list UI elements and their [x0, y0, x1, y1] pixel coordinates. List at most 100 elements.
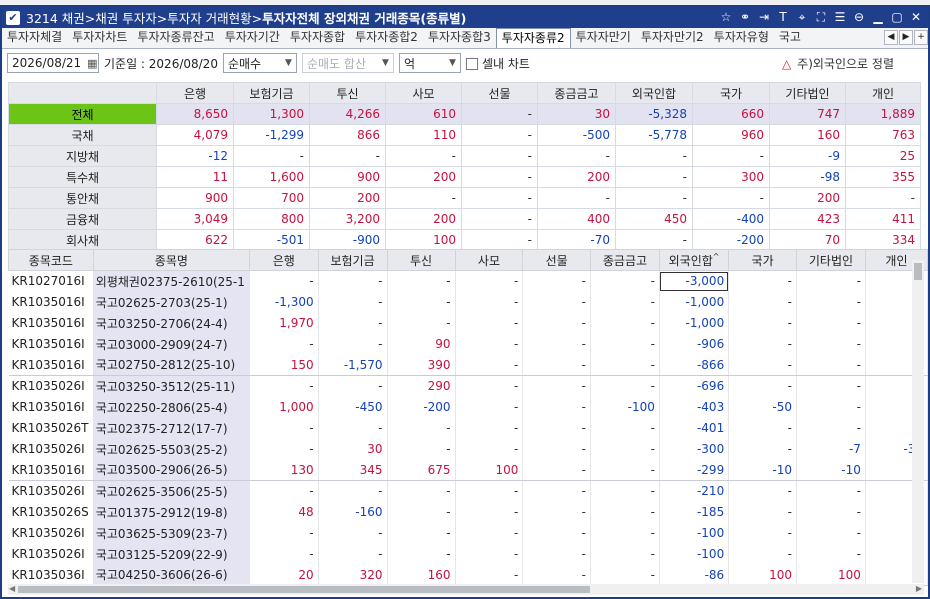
detail-cell[interactable]: - — [387, 480, 456, 502]
summary-cell[interactable]: - — [385, 187, 462, 209]
detail-cell[interactable]: -300 — [659, 438, 730, 460]
summary-row[interactable]: 금융채 3,049 800 3,200 200-400 450 -400 423 411 — [8, 208, 921, 230]
detail-cell[interactable]: - — [796, 417, 866, 439]
detail-cell[interactable]: -1,570 — [318, 354, 388, 376]
summary-cell[interactable]: -501 — [233, 229, 310, 251]
detail-cell[interactable]: 160 — [387, 564, 456, 586]
detail-cell[interactable]: 30 — [318, 438, 388, 460]
detail-cell[interactable]: -10 — [728, 459, 797, 481]
detail-cell[interactable]: 150 — [249, 354, 319, 376]
bond-code[interactable]: KR1035016I — [8, 333, 94, 355]
detail-cell[interactable]: 675 — [387, 459, 456, 481]
detail-cell[interactable]: - — [728, 354, 797, 376]
summary-cell[interactable]: 200 — [309, 187, 386, 209]
bond-name[interactable]: 국고03250-2706(24-4) — [93, 312, 250, 334]
summary-col-header[interactable]: 종금금고 — [537, 82, 616, 104]
summary-cell[interactable]: 900 — [156, 187, 234, 209]
tab-11[interactable]: 투자자유형 — [713, 30, 769, 44]
summary-col-header[interactable]: 국가 — [692, 82, 770, 104]
bond-code[interactable]: KR1035026I — [8, 375, 94, 397]
summary-cell[interactable]: - — [461, 229, 538, 251]
summary-cell[interactable]: - — [537, 145, 616, 167]
trade-type-select[interactable]: 순매수 ▼ — [222, 53, 297, 73]
summary-cell[interactable]: -5,778 — [615, 124, 693, 146]
summary-col-header[interactable]: 기타법인 — [769, 82, 846, 104]
bond-name[interactable]: 국고02750-2812(25-10) — [93, 354, 250, 376]
bond-name[interactable]: 국고02625-3506(25-5) — [93, 480, 250, 502]
tab-3[interactable]: 투자자종류잔고 — [137, 30, 215, 44]
detail-row[interactable]: KR1035026I 국고03125-5209(22-9) - - - - - - -100- -… — [8, 543, 929, 565]
detail-row[interactable]: KR1035026S 국고01375-2912(19-8) 48 -160- - - - -1… — [8, 501, 929, 523]
summary-cell[interactable]: - — [309, 145, 386, 167]
bond-code[interactable]: KR1035026I — [8, 543, 94, 565]
detail-cell[interactable]: - — [522, 564, 591, 586]
detail-col-header[interactable]: 선물 — [522, 249, 591, 271]
summary-cell[interactable]: 25 — [845, 145, 921, 167]
detail-col-header[interactable]: 종목코드 — [8, 249, 94, 271]
detail-cell[interactable]: - — [522, 270, 591, 292]
summary-cell[interactable]: 3,200 — [309, 208, 386, 230]
detail-cell[interactable]: 290 — [387, 375, 456, 397]
tab-8[interactable]: 투자자종류2 — [495, 28, 571, 48]
bond-code[interactable]: KR1035036I — [8, 564, 94, 586]
detail-cell[interactable]: -100 — [590, 396, 660, 418]
summary-cell[interactable]: - — [461, 187, 538, 209]
detail-cell[interactable]: - — [455, 375, 524, 397]
summary-cell[interactable]: 450 — [615, 208, 693, 230]
detail-cell[interactable]: -401 — [659, 417, 730, 439]
detail-cell[interactable]: - — [249, 438, 319, 460]
detail-cell[interactable]: - — [455, 438, 524, 460]
minimize-icon[interactable]: ▁ — [873, 10, 883, 24]
summary-cell[interactable]: 610 — [385, 103, 462, 125]
detail-cell[interactable]: - — [522, 291, 591, 313]
detail-cell[interactable]: - — [590, 438, 660, 460]
summary-row[interactable]: 지방채 -12- - - - - - - -9 25 — [8, 145, 921, 167]
detail-cell[interactable]: -200 — [387, 396, 456, 418]
detail-cell[interactable]: - — [522, 501, 591, 523]
bond-code[interactable]: KR1035016I — [8, 354, 94, 376]
detail-col-header[interactable]: 기타법인 — [796, 249, 866, 271]
cell-chart-checkbox[interactable]: 셀내 차트 — [465, 55, 530, 72]
summary-cell[interactable]: 110 — [385, 124, 462, 146]
detail-cell[interactable]: - — [249, 375, 319, 397]
menu-list-icon[interactable]: ☰ — [834, 10, 846, 24]
detail-cell[interactable]: - — [387, 501, 456, 523]
detail-cell[interactable]: 100 — [728, 564, 797, 586]
summary-row[interactable]: 통안채 900 700 200- - - - -200- — [8, 187, 921, 209]
bond-name[interactable]: 외평채권02375-2610(25-1 — [93, 270, 250, 292]
summary-cell[interactable]: -70 — [537, 229, 616, 251]
detail-cell[interactable]: - — [590, 522, 660, 544]
bond-code[interactable]: KR1035026I — [8, 480, 94, 502]
horizontal-scrollbar[interactable]: ◀ ▶ — [8, 584, 924, 595]
detail-cell[interactable]: - — [796, 480, 866, 502]
detail-cell[interactable]: - — [318, 375, 388, 397]
detail-cell[interactable]: - — [455, 270, 524, 292]
detail-cell[interactable]: -696 — [659, 375, 730, 397]
detail-cell[interactable]: 48 — [249, 501, 319, 523]
detail-cell[interactable]: - — [728, 270, 797, 292]
tab-4[interactable]: 투자자기간 — [224, 30, 280, 44]
bond-name[interactable]: 국고02625-2703(25-1) — [93, 291, 250, 313]
bond-code[interactable]: KR1035026S — [8, 501, 94, 523]
bond-name[interactable]: 국고02375-2712(17-7) — [93, 417, 250, 439]
summary-cell[interactable]: - — [615, 187, 693, 209]
detail-cell[interactable]: - — [522, 522, 591, 544]
detail-cell[interactable]: - — [796, 333, 866, 355]
detail-cell[interactable]: - — [590, 291, 660, 313]
detail-cell[interactable]: - — [590, 375, 660, 397]
detail-cell[interactable]: - — [522, 354, 591, 376]
summary-cell[interactable]: 423 — [769, 208, 846, 230]
summary-cell[interactable]: 763 — [845, 124, 921, 146]
detail-cell[interactable]: -160 — [318, 501, 388, 523]
scroll-left-icon[interactable]: ◀ — [9, 584, 16, 593]
detail-cell[interactable]: - — [318, 417, 388, 439]
detail-cell[interactable]: - — [796, 291, 866, 313]
detail-cell[interactable]: - — [796, 354, 866, 376]
detail-cell[interactable]: - — [387, 417, 456, 439]
bond-name[interactable]: 국고04250-3606(26-6) — [93, 564, 250, 586]
detail-cell[interactable]: -185 — [659, 501, 730, 523]
summary-col-header[interactable]: 개인 — [845, 82, 921, 104]
zoom-out-icon[interactable]: ⊖ — [853, 10, 865, 24]
summary-cell[interactable]: - — [692, 145, 770, 167]
detail-cell[interactable]: - — [728, 312, 797, 334]
